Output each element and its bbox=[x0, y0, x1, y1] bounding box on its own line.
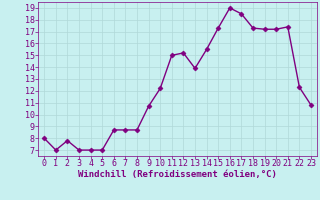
X-axis label: Windchill (Refroidissement éolien,°C): Windchill (Refroidissement éolien,°C) bbox=[78, 170, 277, 179]
